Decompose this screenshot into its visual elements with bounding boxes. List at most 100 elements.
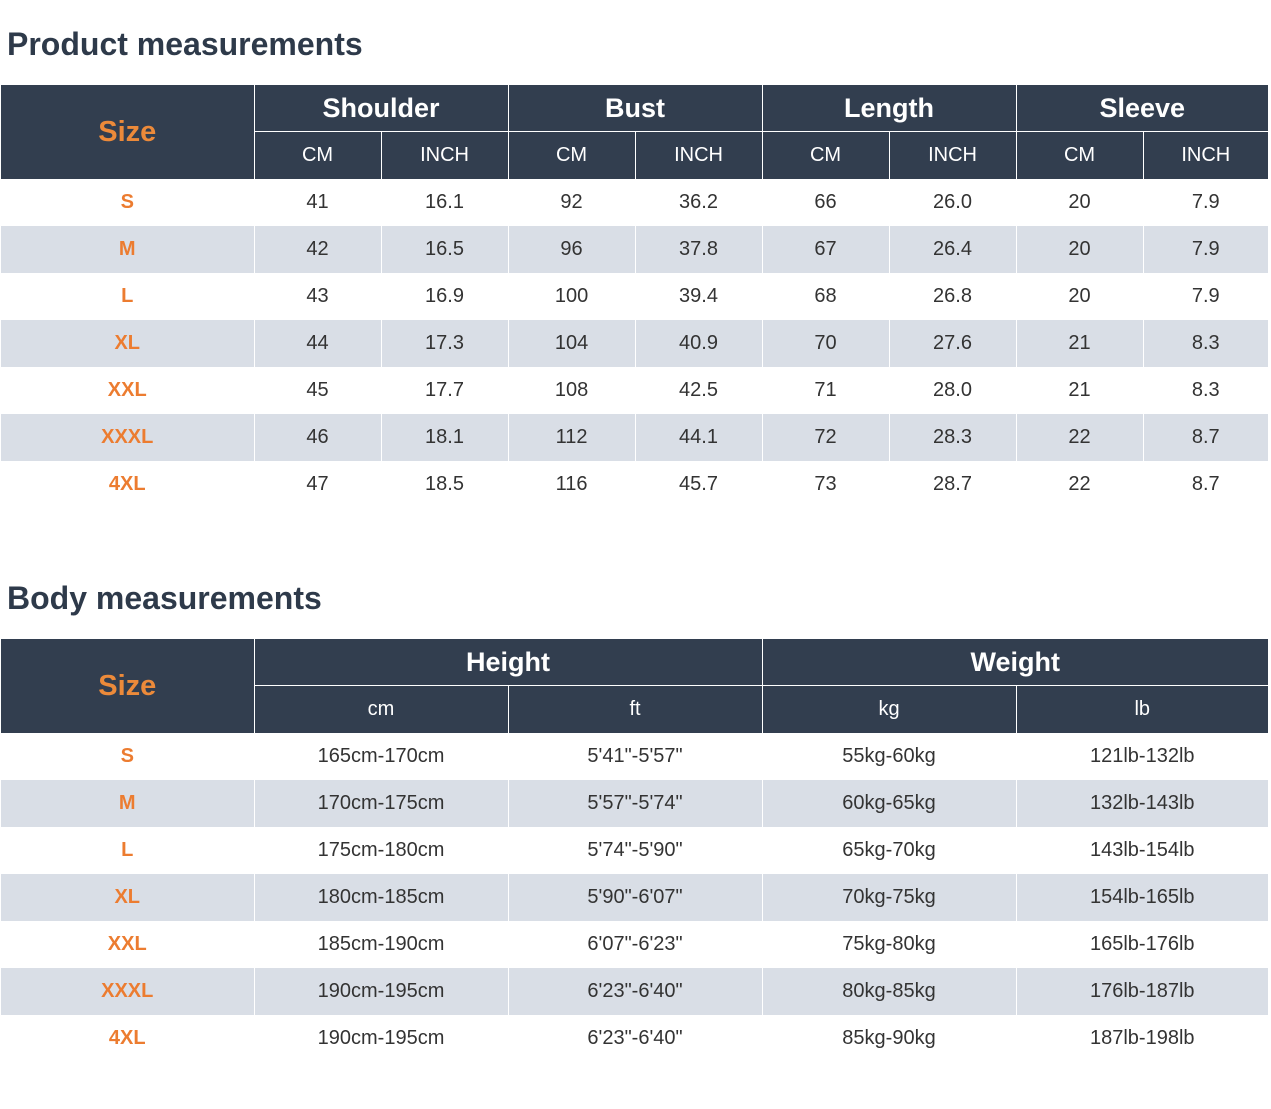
shoulder-inch-cell: 17.7 — [380, 367, 509, 414]
height-ft-cell: 6'23"-6'40" — [507, 968, 762, 1015]
sleeve-cm-cell: 20 — [1015, 226, 1144, 273]
bust-inch-cell: 36.2 — [634, 179, 763, 226]
table-row: XXXL 190cm-195cm 6'23"-6'40" 80kg-85kg 1… — [1, 968, 1268, 1015]
shoulder-cm-cell: 43 — [253, 273, 381, 320]
size-label: XL — [1, 320, 254, 367]
weight-kg-cell: 80kg-85kg — [761, 968, 1016, 1015]
length-cm-cell: 68 — [761, 273, 890, 320]
sleeve-cm-cell: 20 — [1015, 273, 1144, 320]
bust-cm-cell: 104 — [507, 320, 636, 367]
height-header: Height — [253, 639, 762, 686]
size-label: XXXL — [1, 968, 254, 1015]
bust-header: Bust — [507, 85, 763, 132]
height-cm-cell: 190cm-195cm — [253, 968, 508, 1015]
size-label: M — [1, 226, 254, 273]
shoulder-cm-cell: 46 — [253, 414, 381, 461]
length-cm-cell: 73 — [761, 461, 890, 508]
weight-lb-cell: 176lb-187lb — [1015, 968, 1268, 1015]
table-row: 4XL 47 18.5 116 45.7 73 28.7 22 8.7 — [1, 461, 1269, 508]
bust-inch-cell: 45.7 — [634, 461, 763, 508]
size-label: 4XL — [108, 1027, 146, 1049]
sleeve-cm-cell: 22 — [1015, 461, 1144, 508]
sleeve-cm-cell: 21 — [1015, 367, 1144, 414]
height-cm-cell: 185cm-190cm — [253, 921, 508, 968]
weight-lb-cell: 187lb-198lb — [1015, 1015, 1268, 1062]
sleeve-cm-cell: 22 — [1015, 414, 1144, 461]
weight-kg-cell: 85kg-90kg — [761, 1015, 1016, 1062]
size-label: L — [121, 285, 134, 307]
length-inch-cell: 26.8 — [888, 273, 1017, 320]
length-inch-cell: 28.0 — [888, 367, 1017, 414]
sleeve-header: Sleeve — [1015, 85, 1269, 132]
length-inch-cell: 26.0 — [888, 179, 1017, 226]
length-inch-cell: 28.3 — [888, 414, 1017, 461]
height-ft-cell: 6'23"-6'40" — [507, 1015, 762, 1062]
shoulder-inch-cell: 16.9 — [380, 273, 509, 320]
size-label: XXL — [107, 933, 147, 955]
weight-lb-cell: 154lb-165lb — [1015, 874, 1268, 921]
unit-header: INCH — [1142, 131, 1269, 179]
size-label: XL — [1, 874, 254, 921]
length-cm-cell: 71 — [761, 367, 890, 414]
shoulder-inch-cell: 16.1 — [380, 179, 509, 226]
weight-kg-cell: 55kg-60kg — [761, 733, 1016, 780]
table-row: L 43 16.9 100 39.4 68 26.8 20 7.9 — [1, 273, 1269, 320]
height-cm-cell: 165cm-170cm — [253, 733, 508, 780]
shoulder-header: Shoulder — [253, 85, 509, 132]
sleeve-cm-cell: 21 — [1015, 320, 1144, 367]
size-column-header: Size — [1, 639, 255, 733]
table-row: M 170cm-175cm 5'57"-5'74" 60kg-65kg 132l… — [1, 780, 1268, 827]
table-row: L 175cm-180cm 5'74"-5'90" 65kg-70kg 143l… — [1, 827, 1268, 874]
length-cm-cell: 67 — [761, 226, 890, 273]
bust-cm-cell: 112 — [507, 414, 636, 461]
bust-cm-cell: 108 — [507, 367, 636, 414]
height-ft-cell: 6'07"-6'23" — [507, 921, 762, 968]
sleeve-inch-cell: 7.9 — [1142, 226, 1269, 273]
shoulder-inch-cell: 16.5 — [380, 226, 509, 273]
unit-header: lb — [1015, 685, 1268, 733]
height-ft-cell: 5'41"-5'57" — [507, 733, 762, 780]
length-header: Length — [761, 85, 1017, 132]
shoulder-inch-cell: 18.5 — [380, 461, 509, 508]
unit-header: cm — [253, 685, 508, 733]
table-row: XXL 185cm-190cm 6'07"-6'23" 75kg-80kg 16… — [1, 921, 1268, 968]
bust-inch-cell: 39.4 — [634, 273, 763, 320]
sleeve-inch-cell: 8.7 — [1142, 461, 1269, 508]
sleeve-inch-cell: 7.9 — [1142, 273, 1269, 320]
weight-kg-cell: 70kg-75kg — [761, 874, 1016, 921]
sleeve-inch-cell: 7.9 — [1142, 179, 1269, 226]
bust-cm-cell: 92 — [507, 179, 636, 226]
shoulder-cm-cell: 41 — [253, 179, 381, 226]
shoulder-inch-cell: 17.3 — [380, 320, 509, 367]
height-cm-cell: 175cm-180cm — [253, 827, 508, 874]
table-row: S 41 16.1 92 36.2 66 26.0 20 7.9 — [1, 179, 1269, 226]
unit-header: ft — [507, 685, 762, 733]
body-measurements-title: Body measurements — [7, 580, 322, 616]
size-label: S — [120, 191, 134, 213]
length-inch-cell: 27.6 — [888, 320, 1017, 367]
size-label: XXXL — [1, 414, 254, 461]
sleeve-inch-cell: 8.7 — [1142, 414, 1269, 461]
size-label: L — [121, 839, 134, 861]
weight-kg-cell: 65kg-70kg — [761, 827, 1016, 874]
size-column-header: Size — [1, 85, 255, 179]
weight-kg-cell: 60kg-65kg — [761, 780, 1016, 827]
shoulder-cm-cell: 47 — [253, 461, 381, 508]
weight-kg-cell: 75kg-80kg — [761, 921, 1016, 968]
weight-header: Weight — [761, 639, 1268, 686]
table-row: XL 44 17.3 104 40.9 70 27.6 21 8.3 — [1, 320, 1269, 367]
table-row: XXXL 46 18.1 112 44.1 72 28.3 22 8.7 — [1, 414, 1269, 461]
unit-header: kg — [761, 685, 1016, 733]
body-measurements-table: Size Height Weight cm ft kg lb S 165cm-1… — [1, 639, 1268, 1062]
height-ft-cell: 5'57"-5'74" — [507, 780, 762, 827]
size-label: S — [120, 745, 134, 767]
bust-inch-cell: 44.1 — [634, 414, 763, 461]
unit-header: INCH — [888, 131, 1017, 179]
bust-cm-cell: 116 — [507, 461, 636, 508]
height-ft-cell: 5'90"-6'07" — [507, 874, 762, 921]
height-cm-cell: 170cm-175cm — [253, 780, 508, 827]
bust-inch-cell: 37.8 — [634, 226, 763, 273]
unit-header: CM — [253, 131, 381, 179]
length-cm-cell: 66 — [761, 179, 890, 226]
shoulder-cm-cell: 44 — [253, 320, 381, 367]
